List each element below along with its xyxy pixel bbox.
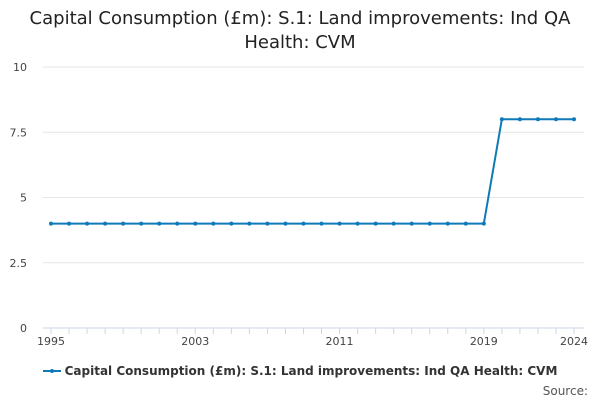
data-point (103, 221, 108, 226)
y-tick-label: 0 (20, 322, 27, 335)
x-tick-label: 2024 (560, 335, 588, 348)
data-point (301, 221, 306, 226)
x-tick-label: 2011 (326, 335, 354, 348)
data-point (572, 117, 576, 122)
data-point (463, 221, 468, 226)
y-tick-label: 7.5 (10, 126, 28, 139)
y-tick-label: 5 (20, 192, 27, 205)
data-point (535, 117, 540, 122)
data-point (247, 221, 252, 226)
data-point (499, 117, 504, 122)
data-point (337, 221, 342, 226)
series-line (51, 118, 574, 225)
data-point (211, 221, 216, 226)
data-point (553, 117, 558, 122)
y-tick-label: 2.5 (10, 257, 28, 270)
data-point (157, 221, 162, 226)
legend-swatch (42, 369, 61, 373)
data-point (373, 221, 378, 226)
chart-title: Capital Consumption (£m): S.1: Land impr… (29, 8, 571, 53)
data-point (409, 221, 414, 226)
data-point (355, 221, 360, 226)
data-point (229, 221, 234, 226)
legend-label: Capital Consumption (£m): S.1: Land impr… (64, 364, 558, 378)
data-point (139, 221, 144, 226)
data-point (427, 221, 432, 226)
y-tick-label: 10 (13, 61, 27, 74)
x-tick-label: 1995 (37, 335, 65, 348)
data-point (265, 221, 270, 226)
data-point (49, 221, 53, 226)
data-point (175, 221, 180, 226)
data-point (283, 221, 288, 226)
legend[interactable]: Capital Consumption (£m): S.1: Land impr… (0, 364, 600, 378)
data-point (85, 221, 90, 226)
x-tick-label: 2019 (470, 335, 498, 348)
source-label: Source: (542, 384, 588, 398)
data-point (481, 221, 486, 226)
data-point (67, 221, 72, 226)
data-point (193, 221, 198, 226)
data-point (319, 221, 324, 226)
data-point (517, 117, 522, 122)
data-point (121, 221, 126, 226)
data-point (445, 221, 450, 226)
data-point (391, 221, 396, 226)
x-tick-label: 2003 (181, 335, 209, 348)
